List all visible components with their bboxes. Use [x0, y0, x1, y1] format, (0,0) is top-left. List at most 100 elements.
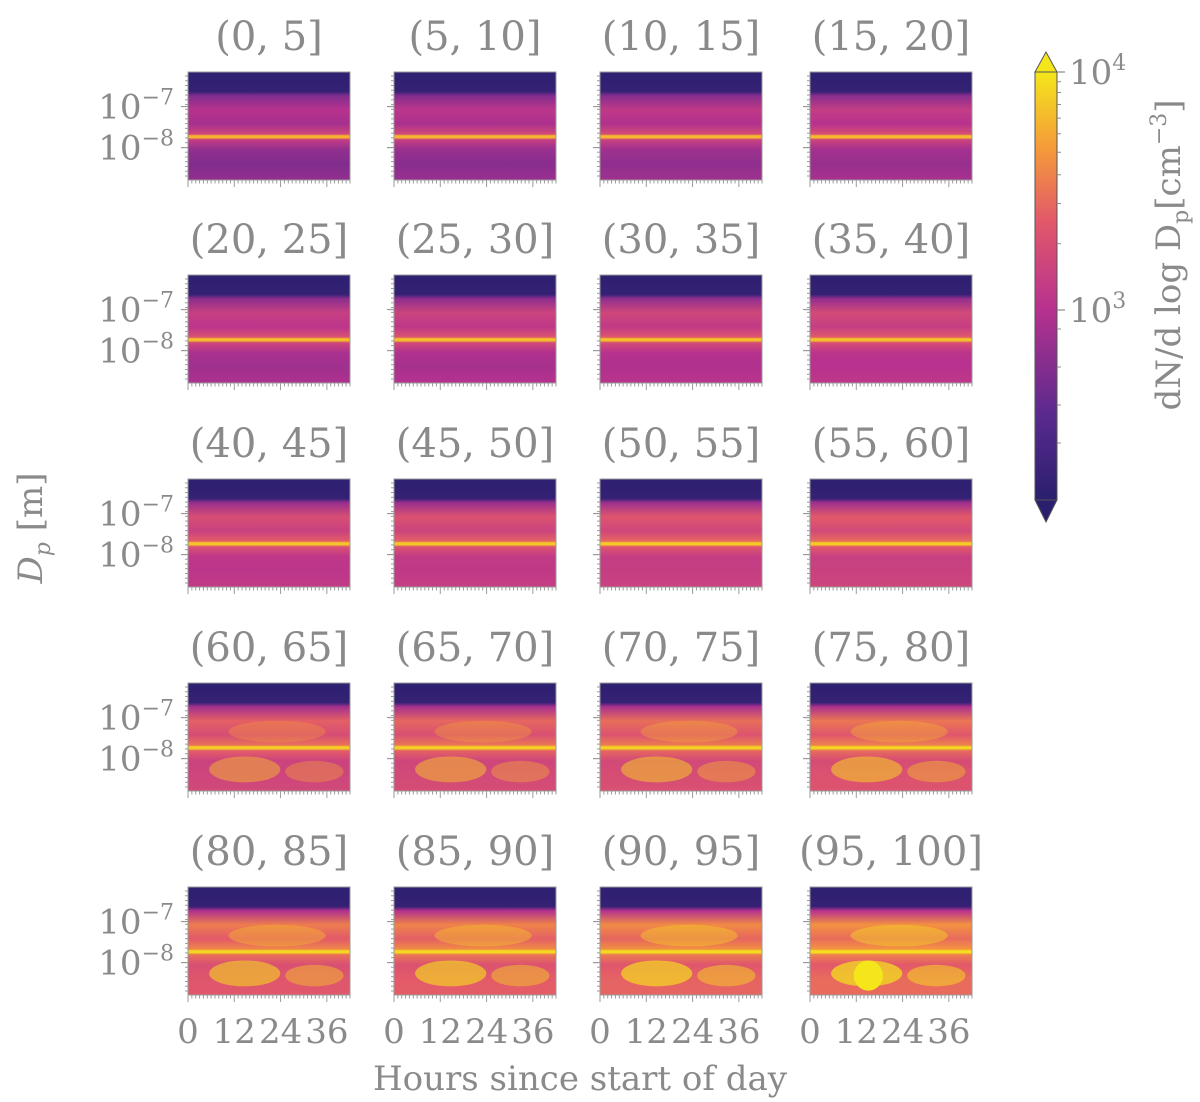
y-tick-base: 10 — [98, 88, 141, 128]
y-tick-base: 10 — [98, 291, 141, 331]
x-axis-label: Hours since start of day — [373, 1059, 788, 1099]
panel: (35, 40] — [803, 217, 973, 390]
panel-title: (10, 15] — [602, 14, 760, 60]
heatmap-stripe — [810, 950, 972, 954]
heatmap-stripe — [810, 746, 972, 750]
x-tick-label: 36 — [305, 1012, 348, 1052]
x-tick-label: 36 — [927, 1012, 970, 1052]
x-tick-label: 12 — [419, 1012, 462, 1052]
panel-title: (30, 35] — [602, 217, 760, 263]
y-tick-label: 10−8 — [98, 942, 174, 984]
panel: (60, 65]10−710−8 — [98, 625, 351, 798]
colorbar-tick-label: 103 — [1069, 289, 1126, 331]
y-tick-base: 10 — [98, 903, 141, 943]
heatmap-stripe — [394, 950, 556, 954]
heatmap-highlight — [434, 720, 532, 743]
x-tick-label: 24 — [671, 1012, 714, 1052]
panel-title: (65, 70] — [396, 625, 554, 671]
heatmap-stripe — [600, 950, 762, 954]
panel: (75, 80] — [803, 625, 973, 798]
y-tick-base: 10 — [98, 495, 141, 535]
panel: (5, 10] — [387, 14, 557, 187]
y-tick-label: 10−8 — [98, 127, 174, 169]
heatmap-cell-field — [394, 72, 556, 180]
panel: (50, 55] — [593, 421, 763, 594]
heatmap-highlight — [850, 924, 948, 947]
panel: (40, 45]10−710−8 — [98, 421, 351, 594]
panel-title: (80, 85] — [190, 829, 348, 875]
heatmap-stripe — [188, 950, 350, 954]
colorbar-extend-min — [1034, 499, 1058, 524]
y-tick-base: 10 — [98, 944, 141, 984]
x-tick-label: 36 — [511, 1012, 554, 1052]
panel-title: (15, 20] — [812, 14, 970, 60]
y-tick-exponent: −8 — [142, 330, 174, 355]
heatmap-cell-field — [188, 72, 350, 180]
heatmap-highlight — [415, 960, 487, 987]
heatmap-cell-field — [810, 275, 972, 383]
heatmap-highlight — [621, 960, 693, 987]
heatmap-highlight — [434, 924, 532, 947]
heatmap-highlight — [209, 756, 281, 783]
y-tick-exponent: −7 — [142, 901, 174, 926]
y-tick-base: 10 — [98, 740, 141, 780]
heatmap-stripe — [600, 746, 762, 750]
heatmap-highlight — [697, 964, 756, 987]
heatmap-cell-field — [600, 479, 762, 587]
y-tick-exponent: −7 — [142, 697, 174, 722]
heatmap-highlight — [491, 760, 550, 783]
panel-title: (70, 75] — [602, 625, 760, 671]
panel-title: (50, 55] — [602, 421, 760, 467]
heatmap-highlight — [640, 720, 738, 743]
y-tick-exponent: −7 — [142, 493, 174, 518]
heatmap-highlight — [640, 924, 738, 947]
heatmap-stripe — [394, 135, 556, 139]
heatmap-highlight — [850, 720, 948, 743]
x-tick-label: 12 — [625, 1012, 668, 1052]
x-tick-label: 0 — [799, 1012, 821, 1052]
y-tick-exponent: −7 — [142, 289, 174, 314]
panel-title: (75, 80] — [812, 625, 970, 671]
colorbar-tick-label: 104 — [1069, 51, 1126, 93]
heatmap-stripe — [394, 746, 556, 750]
y-tick-label: 10−8 — [98, 330, 174, 372]
panel: (0, 5]10−710−8 — [98, 14, 351, 187]
colorbar-body — [1034, 71, 1058, 501]
panel: (85, 90] 0 12 24 36 — [383, 829, 557, 1052]
panel: (55, 60] — [803, 421, 973, 594]
heatmap-stripe — [394, 542, 556, 546]
x-tick-label: 0 — [589, 1012, 611, 1052]
heatmap-highlight — [491, 964, 550, 987]
x-tick-label: 12 — [835, 1012, 878, 1052]
heatmap-highlight — [697, 760, 756, 783]
heatmap-highlight — [228, 720, 326, 743]
panel-title: (55, 60] — [812, 421, 970, 467]
heatmap-cell-field — [394, 479, 556, 587]
heatmap-stripe — [394, 338, 556, 342]
panel: (20, 25]10−710−8 — [98, 217, 351, 390]
y-tick-label: 10−7 — [98, 86, 174, 128]
panel-title: (90, 95] — [602, 829, 760, 875]
y-tick-base: 10 — [98, 699, 141, 739]
colorbar-extend-max — [1034, 50, 1058, 73]
y-tick-label: 10−7 — [98, 493, 174, 535]
heatmap-highlight — [907, 760, 966, 783]
panel: (25, 30] — [387, 217, 557, 390]
heatmap-stripe — [810, 135, 972, 139]
heatmap-highlight — [228, 924, 326, 947]
y-tick-label: 10−7 — [98, 697, 174, 739]
panel: (15, 20] — [803, 14, 973, 187]
y-tick-exponent: −7 — [142, 86, 174, 111]
panel: (70, 75] — [593, 625, 763, 798]
y-tick-label: 10−8 — [98, 534, 174, 576]
heatmap-highlight — [285, 964, 344, 987]
x-tick-label: 24 — [465, 1012, 508, 1052]
panel-title: (85, 90] — [396, 829, 554, 875]
x-tick-label: 24 — [259, 1012, 302, 1052]
heatmap-highlight — [285, 760, 344, 783]
y-tick-exponent: −8 — [142, 534, 174, 559]
heatmap-stripe — [600, 338, 762, 342]
y-tick-base: 10 — [98, 129, 141, 169]
heatmap-stripe — [810, 338, 972, 342]
panel-title: (35, 40] — [812, 217, 970, 263]
